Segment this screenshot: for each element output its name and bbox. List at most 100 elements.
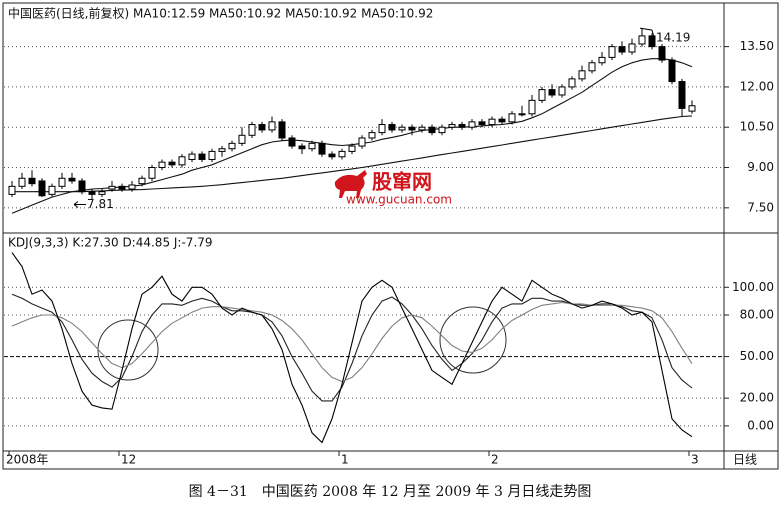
candle-body — [688, 105, 696, 112]
candle-body — [98, 191, 106, 195]
candle-body — [88, 191, 96, 195]
candle-body — [628, 43, 636, 53]
candle-body — [398, 126, 406, 131]
candle-body — [598, 56, 606, 64]
line — [11, 301, 693, 383]
y-tick-label: 12.00 — [740, 79, 774, 93]
candle-body — [218, 148, 226, 152]
candle-body — [638, 35, 646, 45]
candle-body — [408, 126, 416, 131]
candle-body — [258, 124, 266, 131]
candle-body — [208, 150, 216, 160]
line — [12, 115, 693, 193]
candle-body — [8, 185, 16, 195]
candle-body — [28, 177, 36, 185]
candle-body — [198, 153, 206, 160]
candle-body — [338, 150, 346, 158]
candle-body — [588, 62, 596, 72]
bull-logo — [334, 170, 367, 198]
candle-body — [228, 142, 236, 150]
candle-body — [288, 137, 296, 147]
candle-body — [38, 180, 46, 197]
y-tick-label: 50.00 — [740, 349, 774, 363]
watermark: 股窜网 www.gucuan.com — [334, 170, 452, 207]
candle-body — [248, 124, 256, 136]
candle-body — [668, 59, 676, 83]
annotation: 14.19 — [656, 31, 690, 45]
annotation: 7.81 — [87, 197, 114, 211]
candle-body — [538, 89, 546, 101]
y-tick-label: 0.00 — [747, 418, 774, 432]
candle-body — [168, 161, 176, 166]
y-tick-label: 20.00 — [740, 391, 774, 405]
indicator-title: KDJ(9,3,3) K:27.30 D:44.85 J:-7.79 — [8, 236, 213, 250]
annotation-pointer — [639, 27, 655, 38]
candle-body — [268, 121, 276, 131]
candle-body — [328, 153, 336, 158]
line — [11, 252, 693, 444]
candle-body — [508, 113, 516, 123]
caption: 图 4－31 中国医药 2008 年 12 月至 2009 年 3 月日线走势图 — [189, 484, 592, 500]
y-tick-label: 10.50 — [740, 120, 774, 134]
candle-body — [658, 46, 666, 61]
highlight-circle — [97, 319, 159, 381]
y-tick-label: 13.50 — [740, 39, 774, 53]
candle-body — [528, 99, 536, 115]
x-axis-label: 日线 — [733, 453, 757, 467]
candle-body — [648, 35, 656, 48]
y-tick-label: 100.00 — [732, 280, 774, 294]
candle-body — [468, 121, 476, 128]
candle-body — [298, 145, 306, 150]
candle-body — [18, 177, 26, 187]
y-tick-label: 7.50 — [747, 200, 774, 214]
highlight-circle — [439, 306, 507, 374]
candle-body — [148, 167, 156, 179]
candle-body — [388, 124, 396, 131]
x-tick-label: 12 — [121, 453, 136, 467]
candle-body — [518, 113, 526, 116]
watermark-url: www.gucuan.com — [346, 193, 452, 207]
chart-frame — [2, 2, 779, 470]
candle-body — [438, 126, 446, 134]
candle-body — [78, 180, 86, 193]
chart-title: 中国医药(日线,前复权) MA10:12.59 MA50:10.92 MA50:… — [8, 6, 433, 21]
candle-body — [448, 124, 456, 128]
candle-body — [158, 161, 166, 169]
candle-body — [308, 142, 316, 150]
y-tick-label: 80.00 — [740, 307, 774, 321]
candle-body — [488, 118, 496, 126]
candle-body — [568, 78, 576, 88]
candle-body — [478, 121, 486, 126]
x-tick-label: 1 — [341, 453, 349, 467]
x-tick-label: 2008年 — [6, 453, 49, 467]
candle-body — [578, 70, 586, 80]
watermark-brand: 股窜网 — [372, 170, 432, 194]
candle-body — [278, 121, 286, 139]
y-tick-label: 9.00 — [747, 160, 774, 174]
line — [11, 293, 693, 402]
candle-body — [678, 81, 686, 109]
candle-body — [318, 142, 326, 155]
candle-body — [108, 185, 116, 190]
candle-body — [428, 126, 436, 134]
candle-body — [358, 137, 366, 147]
candle-body — [68, 177, 76, 182]
candle-body — [118, 185, 126, 190]
x-tick-label: 3 — [691, 453, 699, 467]
candle-body — [368, 132, 376, 139]
candle-body — [178, 156, 186, 166]
candle-body — [188, 153, 196, 160]
candle-body — [558, 86, 566, 96]
candle-body — [128, 184, 136, 190]
candle-body — [378, 124, 386, 134]
candle-body — [418, 126, 426, 131]
candle-body — [498, 118, 506, 123]
candle-body — [458, 124, 466, 128]
candle-body — [348, 145, 356, 152]
candle-body — [48, 185, 56, 195]
candle-body — [238, 134, 246, 144]
x-tick-label: 2 — [491, 453, 499, 467]
candle-body — [618, 46, 626, 53]
